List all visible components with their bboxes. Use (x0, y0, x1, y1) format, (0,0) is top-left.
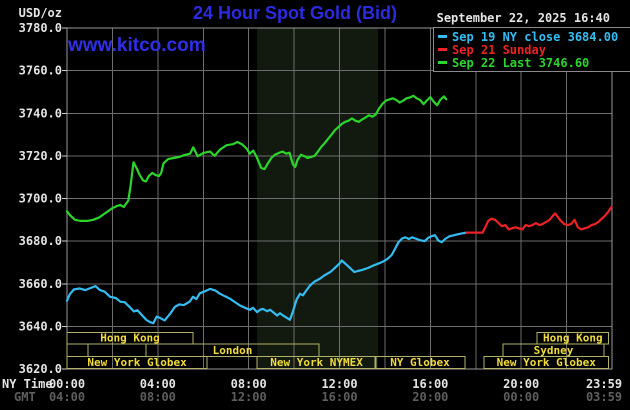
y-axis-labels: 3780.0 3760.0 3740.0 3720.0 3700.0 3680.0 3660… (19, 21, 62, 376)
chart-timestamp: September 22, 2025 16:40 (436, 11, 610, 25)
ny-tick-label: 00:00 (49, 377, 85, 391)
ny-tick-label: 08:00 (231, 377, 267, 391)
session-box (374, 356, 466, 369)
session-label: New York Globex (497, 356, 597, 369)
ny-tick-label: 20:00 (503, 377, 539, 391)
gridlines (67, 28, 612, 369)
session-label: New York NYMEX (270, 356, 363, 369)
session-box (66, 343, 89, 357)
y-tick-label: 3680.0 (19, 234, 62, 248)
session-label: Hong Kong (100, 332, 160, 345)
session-box (87, 343, 147, 357)
ny-tick-label: 04:00 (140, 377, 176, 391)
legend-item-sep22: Sep 22 Last 3746.60 (438, 55, 630, 70)
gmt-tick-label: 16:00 (321, 390, 357, 404)
gmt-tick-label: 08:00 (140, 390, 176, 404)
legend-label: Sep 21 Sunday (452, 42, 546, 57)
y-tick-label: 3700.0 (19, 192, 62, 206)
session-box (256, 356, 377, 369)
legend-label: Sep 19 NY close 3684.00 (452, 29, 619, 44)
session-label: New York Globex (87, 356, 187, 369)
page-title: 24 Hour Spot Gold (Bid) (193, 3, 397, 23)
gmt-row-label: GMT (14, 390, 36, 404)
y-tick-label: 3640.0 (19, 319, 62, 333)
ny-tick-label: 16:00 (412, 377, 448, 391)
y-tick-label: 3740.0 (19, 106, 62, 120)
gmt-tick-label: 03:59 (586, 390, 622, 404)
y-tick-label: 3720.0 (19, 149, 62, 163)
legend-item-sep21: Sep 21 Sunday (438, 42, 630, 57)
session-box (66, 356, 208, 369)
red-dash-icon (438, 48, 447, 51)
ny-time-row-label: NY Time (2, 377, 53, 391)
y-axis-ticks (62, 27, 67, 370)
y-tick-label: 3660.0 (19, 277, 62, 291)
session-box (483, 356, 610, 369)
legend-item-sep19: Sep 19 NY close 3684.00 (438, 29, 630, 44)
gmt-tick-label: 04:00 (49, 390, 85, 404)
gmt-tick-label: 12:00 (231, 390, 267, 404)
kitco-watermark-link[interactable]: www.kitco.com (68, 35, 206, 56)
session-label: Hong Kong (543, 332, 603, 345)
y-tick-label: 3780.0 (19, 21, 62, 35)
series-line-sep-22-last (65, 94, 448, 222)
green-dash-icon (438, 61, 447, 64)
series-line-sep-19-ny-close (65, 231, 468, 325)
ny-tick-label: 23:59 (586, 377, 622, 391)
session-box (145, 343, 320, 357)
y-tick-label: 3620.0 (19, 362, 62, 376)
legend-label: Sep 22 Last 3746.60 (452, 55, 590, 70)
ny-tick-label: 12:00 (321, 377, 357, 391)
y-tick-label: 3760.0 (19, 64, 62, 78)
session-label: London (213, 344, 253, 357)
y-axis-unit-label: USD/oz (18, 6, 62, 20)
series-line-sep-21-sunday (465, 205, 613, 234)
gmt-tick-label: 00:00 (503, 390, 539, 404)
gmt-tick-label: 20:00 (412, 390, 448, 404)
session-label: NY Globex (390, 356, 450, 369)
legend-box: Sep 19 NY close 3684.00 Sep 21 Sunday Se… (433, 27, 630, 72)
x-axis-labels: NY TimeGMT00:0004:0004:0008:0008:0012:00… (2, 377, 622, 404)
session-label: Sydney (534, 344, 574, 357)
cyan-dash-icon (438, 35, 447, 38)
